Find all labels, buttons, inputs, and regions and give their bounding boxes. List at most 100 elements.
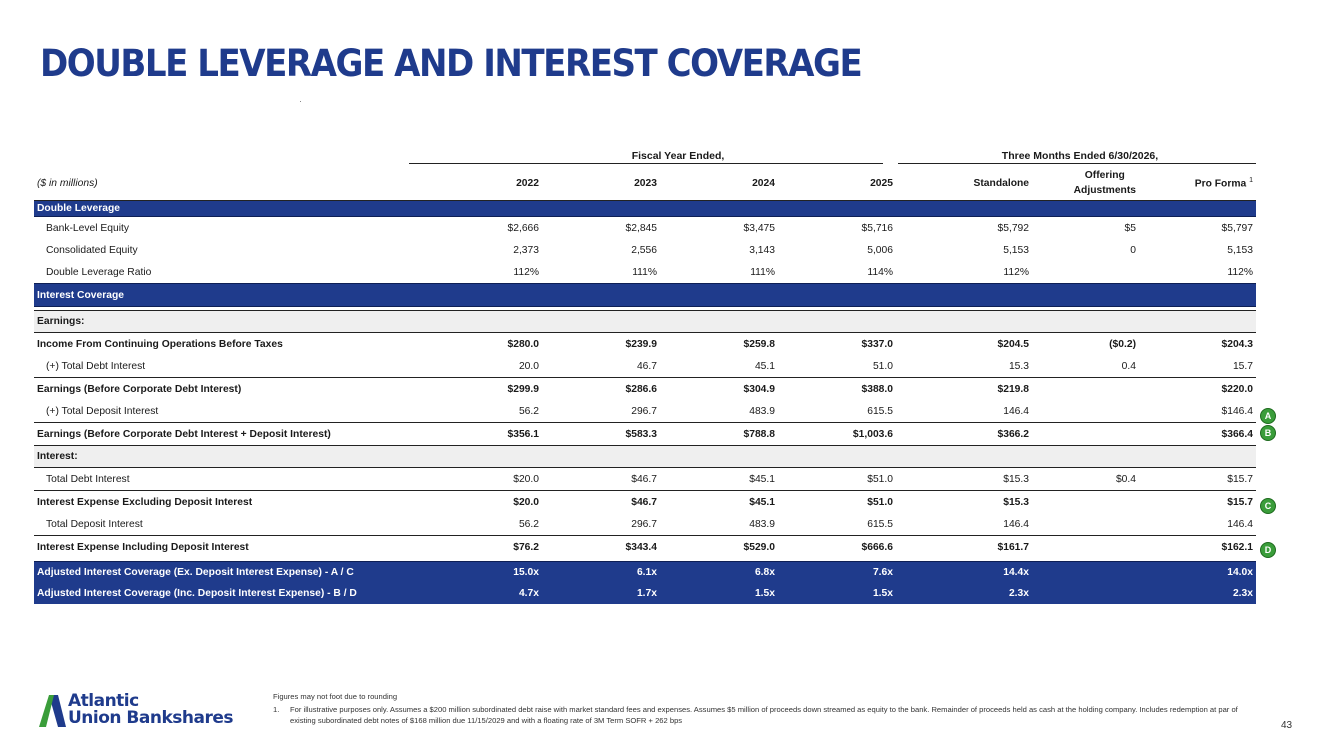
group-header-fiscal: Fiscal Year Ended, bbox=[631, 150, 725, 162]
logo-line2: Union Bankshares bbox=[68, 708, 234, 728]
cell: $51.0 bbox=[867, 473, 893, 485]
cell: $2,845 bbox=[625, 222, 658, 234]
cell bbox=[1032, 561, 1139, 583]
cell: $15.3 bbox=[896, 490, 1032, 513]
table-row: Income From Continuing Operations Before… bbox=[34, 333, 1256, 356]
row-label: Interest Expense Including Deposit Inter… bbox=[34, 535, 424, 558]
logo-wordmark: Atlantic Union Bankshares bbox=[68, 693, 234, 728]
group-underline-three-months bbox=[898, 163, 1256, 164]
cell: $366.2 bbox=[896, 422, 1032, 446]
cell: $20.0 bbox=[513, 473, 539, 485]
cell: 45.1 bbox=[754, 360, 775, 372]
table-row: Earnings (Before Corporate Debt Interest… bbox=[34, 422, 1256, 446]
cell: $529.0 bbox=[660, 535, 778, 558]
cell: 5,153 bbox=[1003, 244, 1029, 256]
cell: $204.5 bbox=[997, 338, 1030, 350]
cell: 615.5 bbox=[867, 518, 893, 530]
cell: 7.6x bbox=[778, 561, 896, 583]
col-header-2025: 2025 bbox=[778, 166, 896, 201]
cell: $51.0 bbox=[778, 490, 896, 513]
table-row: Double Leverage Ratio 112% 111% 111% 114… bbox=[34, 261, 1256, 284]
section-label: Double Leverage bbox=[34, 200, 1256, 217]
row-label: Bank-Level Equity bbox=[46, 222, 129, 234]
cell: $304.9 bbox=[660, 377, 778, 400]
cell: 2.3x bbox=[1139, 583, 1256, 604]
table-row: Total Deposit Interest 56.2 296.7 483.9 … bbox=[34, 513, 1256, 536]
cell: 0 bbox=[1130, 244, 1136, 256]
row-label: Adjusted Interest Coverage (Ex. Deposit … bbox=[34, 561, 424, 583]
page-title: DOUBLE LEVERAGE AND INTEREST COVERAGE bbox=[40, 42, 863, 85]
group-header-three-months: Three Months Ended 6/30/2026, bbox=[1001, 150, 1159, 162]
cell: 296.7 bbox=[631, 518, 657, 530]
cell: $46.7 bbox=[631, 473, 657, 485]
cell: $366.4 bbox=[1139, 422, 1256, 446]
cell bbox=[1032, 583, 1139, 604]
cell: $46.7 bbox=[542, 490, 660, 513]
row-label: Interest Expense Excluding Deposit Inter… bbox=[34, 490, 424, 513]
subsection-earnings: Earnings: bbox=[34, 310, 1256, 333]
cell: 5,006 bbox=[867, 244, 893, 256]
cell: 615.5 bbox=[867, 405, 893, 417]
cell: $239.9 bbox=[625, 338, 658, 350]
row-label: Consolidated Equity bbox=[46, 244, 138, 256]
section-double-leverage: Double Leverage bbox=[34, 200, 1256, 217]
cell: 20.0 bbox=[518, 360, 539, 372]
cell: $388.0 bbox=[778, 377, 896, 400]
cell: 46.7 bbox=[636, 360, 657, 372]
company-logo: Atlantic Union Bankshares bbox=[38, 693, 258, 733]
cell: $162.1 bbox=[1139, 535, 1256, 558]
subsection-label: Interest: bbox=[34, 445, 1256, 468]
col-header-2023: 2023 bbox=[542, 166, 660, 201]
col-header-2024: 2024 bbox=[660, 166, 778, 201]
cell: 114% bbox=[867, 266, 893, 278]
footnote-1: 1. For illustrative purposes only. Assum… bbox=[273, 704, 1253, 726]
financial-table: ($ in millions) 2022 2023 2024 2025 Stan… bbox=[34, 166, 1256, 604]
units-label: ($ in millions) bbox=[34, 166, 424, 201]
cell: 146.4 bbox=[1003, 405, 1029, 417]
cell: 112% bbox=[1227, 266, 1253, 278]
col-header-offering: Offering Adjustments bbox=[1032, 166, 1139, 201]
col-header-standalone: Standalone bbox=[896, 166, 1032, 201]
cell: $15.7 bbox=[1139, 490, 1256, 513]
cell bbox=[1032, 422, 1139, 446]
cell: 15.7 bbox=[1232, 360, 1253, 372]
coverage-row: Adjusted Interest Coverage (Ex. Deposit … bbox=[34, 561, 1256, 583]
table-row: (+) Total Deposit Interest 56.2 296.7 48… bbox=[34, 400, 1256, 423]
cell: $343.4 bbox=[542, 535, 660, 558]
cell: 146.4 bbox=[1003, 518, 1029, 530]
cell: $220.0 bbox=[1139, 377, 1256, 400]
table-row: Total Debt Interest $20.0 $46.7 $45.1 $5… bbox=[34, 468, 1256, 491]
cell: $356.1 bbox=[424, 422, 542, 446]
cell: 111% bbox=[750, 266, 775, 278]
cell: $15.7 bbox=[1227, 473, 1253, 485]
col-header-pro-forma: Pro Forma 1 bbox=[1139, 166, 1256, 201]
cell: 2,556 bbox=[631, 244, 657, 256]
cell: $15.3 bbox=[1003, 473, 1029, 485]
cell: $219.8 bbox=[896, 377, 1032, 400]
rounding-note: Figures may not foot due to rounding bbox=[273, 692, 398, 701]
cell: $20.0 bbox=[424, 490, 542, 513]
cell: 296.7 bbox=[631, 405, 657, 417]
cell: $299.9 bbox=[424, 377, 542, 400]
cell: 5,153 bbox=[1227, 244, 1253, 256]
cell: $666.6 bbox=[778, 535, 896, 558]
section-label: Interest Coverage bbox=[34, 283, 1256, 307]
cell bbox=[1032, 261, 1139, 284]
cell: 1.5x bbox=[778, 583, 896, 604]
row-label: (+) Total Debt Interest bbox=[46, 360, 146, 372]
cell: 483.9 bbox=[749, 405, 775, 417]
cell bbox=[1032, 400, 1139, 423]
cell bbox=[1032, 513, 1139, 536]
subsection-label: Earnings: bbox=[34, 310, 1256, 333]
cell: $5,716 bbox=[861, 222, 894, 234]
cell: 146.4 bbox=[1227, 518, 1253, 530]
row-label: Total Debt Interest bbox=[46, 473, 130, 485]
cell: $45.1 bbox=[749, 473, 775, 485]
row-label: Earnings (Before Corporate Debt Interest… bbox=[34, 377, 424, 400]
group-underline-fiscal bbox=[409, 163, 883, 164]
logo-mark-icon bbox=[39, 695, 66, 727]
cell: $2,666 bbox=[507, 222, 540, 234]
cell: 15.3 bbox=[1008, 360, 1029, 372]
footnote-text: For illustrative purposes only. Assumes … bbox=[290, 705, 1238, 725]
cell: $45.1 bbox=[660, 490, 778, 513]
